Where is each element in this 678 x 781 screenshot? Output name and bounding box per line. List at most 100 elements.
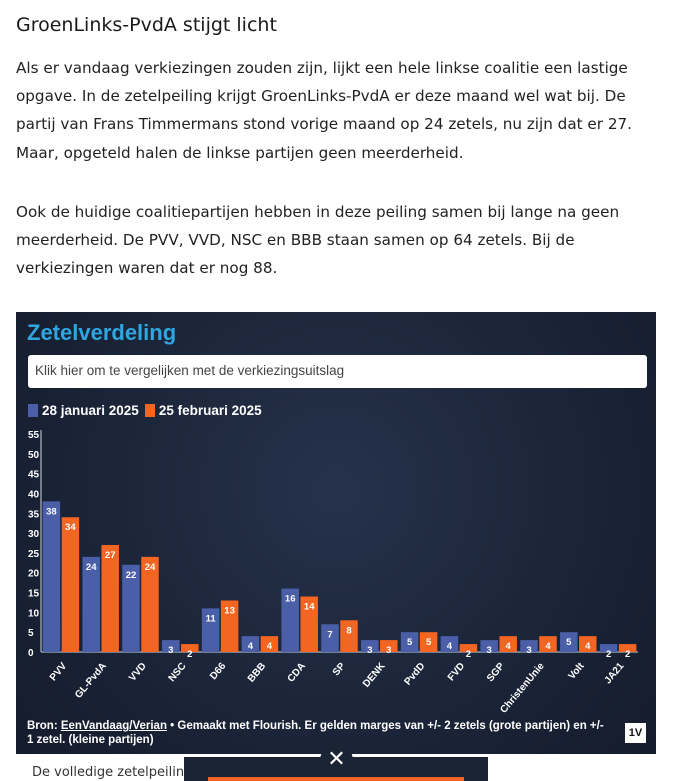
compare-election-button[interactable]: Klik hier om te vergelijken met de verki… — [28, 355, 647, 388]
x-tick-label: Volt — [567, 660, 588, 681]
x-tick-label: PVV — [48, 661, 70, 684]
bar-gl-pvda-s2 — [101, 544, 119, 652]
bar-sp-s2 — [340, 620, 358, 652]
legend-item-jan[interactable]: 28 januari 2025 — [28, 403, 139, 418]
y-tick-label: 40 — [28, 489, 40, 500]
legend-label-jan: 28 januari 2025 — [42, 403, 139, 418]
data-label: 13 — [224, 605, 235, 616]
bar-volt-s2 — [579, 636, 597, 652]
bar-nsc-s2 — [181, 644, 199, 652]
bar-sgp-s2 — [499, 636, 517, 652]
bar-ja21-s1 — [599, 644, 618, 652]
data-label: 4 — [506, 641, 512, 652]
x-tick-label: SGP — [485, 661, 507, 685]
data-label: 14 — [304, 602, 315, 613]
bar-pvv-s1 — [42, 501, 61, 652]
ad-accent-bar — [208, 777, 464, 781]
chart-footer: Bron: EenVandaag/Verian • Gemaakt met Fl… — [27, 719, 607, 747]
x-tick-label: SP — [331, 661, 348, 679]
x-tick-label: GL-PvdA — [73, 661, 109, 701]
data-label: 3 — [367, 645, 372, 656]
x-tick-label: VVD — [127, 661, 149, 684]
x-tick-label: BBB — [246, 661, 268, 685]
bar-fvd-s1 — [440, 636, 459, 652]
data-label: 5 — [426, 637, 432, 648]
bar-pvv-s2 — [61, 517, 80, 652]
y-tick-label: 25 — [28, 549, 40, 560]
footer-note: • Gemaakt met Flourish. Er gelden marges… — [27, 720, 604, 746]
legend-label-feb: 25 februari 2025 — [158, 403, 262, 418]
bar-denk-s2 — [380, 640, 398, 652]
article-heading: GroenLinks-PvdA stijgt licht — [16, 14, 277, 36]
data-label: 34 — [65, 522, 76, 533]
y-tick-label: 35 — [28, 509, 40, 520]
y-tick-label: 10 — [28, 608, 40, 619]
data-label: 5 — [566, 637, 572, 648]
y-tick-label: 30 — [28, 529, 40, 540]
bar-christenunie-s2 — [539, 636, 557, 652]
seat-distribution-widget: Zetelverdeling Klik hier om te vergelijk… — [16, 312, 656, 754]
y-tick-label: 15 — [28, 589, 40, 600]
bar-volt-s1 — [560, 632, 578, 652]
bar-d66-s1 — [201, 608, 220, 652]
legend-swatch-feb — [144, 404, 155, 417]
data-label: 3 — [386, 645, 391, 656]
data-label: 3 — [526, 645, 531, 656]
article-paragraph-2: Ook de huidige coalitiepartijen hebben i… — [16, 203, 620, 278]
y-tick-label: 0 — [28, 648, 34, 659]
data-label: 3 — [487, 645, 492, 656]
bar-pvdd-s1 — [400, 632, 419, 652]
x-tick-label: FVD — [446, 661, 467, 683]
x-tick-label: D66 — [208, 661, 229, 682]
bar-christenunie-s1 — [520, 640, 538, 652]
bar-d66-s2 — [220, 600, 239, 652]
x-tick-label: NSC — [167, 661, 189, 684]
x-tick-label: CDA — [286, 661, 308, 685]
bar-bbb-s1 — [241, 636, 260, 652]
footer-source-prefix: Bron: — [27, 720, 61, 732]
data-label: 4 — [447, 641, 453, 652]
data-label: 8 — [346, 625, 351, 636]
close-icon[interactable]: ✕ — [320, 744, 353, 777]
bar-gl-pvda-s1 — [82, 556, 100, 652]
data-label: 24 — [86, 562, 97, 573]
bar-cda-s1 — [281, 588, 299, 652]
data-label: 11 — [206, 613, 217, 624]
data-label: 2 — [466, 649, 471, 660]
data-label: 7 — [327, 629, 332, 640]
data-label: 2 — [187, 649, 192, 660]
y-tick-label: 20 — [28, 569, 40, 580]
widget-title: Zetelverdeling — [27, 320, 177, 345]
data-label: 22 — [126, 570, 137, 581]
source-link[interactable]: EenVandaag/Verian — [60, 720, 167, 732]
bar-sgp-s1 — [480, 640, 498, 652]
data-label: 2 — [606, 649, 611, 660]
data-label: 4 — [248, 641, 254, 652]
y-tick-label: 45 — [28, 470, 40, 481]
data-label: 5 — [407, 637, 413, 648]
data-label: 4 — [585, 641, 591, 652]
bar-cda-s2 — [300, 596, 318, 652]
data-label: 27 — [105, 550, 116, 561]
legend-item-feb[interactable]: 25 februari 2025 — [144, 403, 262, 418]
chart-legend: 28 januari 2025 25 februari 2025 — [28, 403, 262, 418]
x-tick-label: DENK — [361, 660, 388, 689]
y-tick-label: 5 — [28, 628, 34, 639]
data-label: 4 — [545, 641, 551, 652]
article-paragraph-1: Als er vandaag verkiezingen zouden zijn,… — [16, 59, 632, 162]
bar-chart: 05101520253035404550553834PVV2427GL-PvdA… — [28, 430, 638, 716]
data-label: 16 — [285, 594, 296, 605]
bar-denk-s1 — [361, 640, 379, 652]
bar-fvd-s2 — [459, 644, 478, 652]
data-label: 3 — [168, 645, 173, 656]
data-label: 24 — [145, 562, 156, 573]
data-label: 38 — [46, 506, 57, 517]
data-label: 2 — [625, 649, 630, 660]
bottom-text: De volledige zetelpeiling va — [32, 765, 213, 780]
x-tick-label: PvdD — [403, 661, 428, 688]
data-label: 4 — [267, 641, 273, 652]
x-tick-label: JA21 — [603, 661, 627, 687]
bar-sp-s1 — [321, 624, 339, 652]
bar-vvd-s2 — [141, 556, 159, 652]
bar-bbb-s2 — [260, 636, 279, 652]
